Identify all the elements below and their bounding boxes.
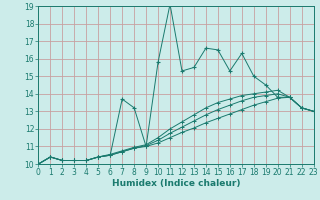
X-axis label: Humidex (Indice chaleur): Humidex (Indice chaleur) [112,179,240,188]
